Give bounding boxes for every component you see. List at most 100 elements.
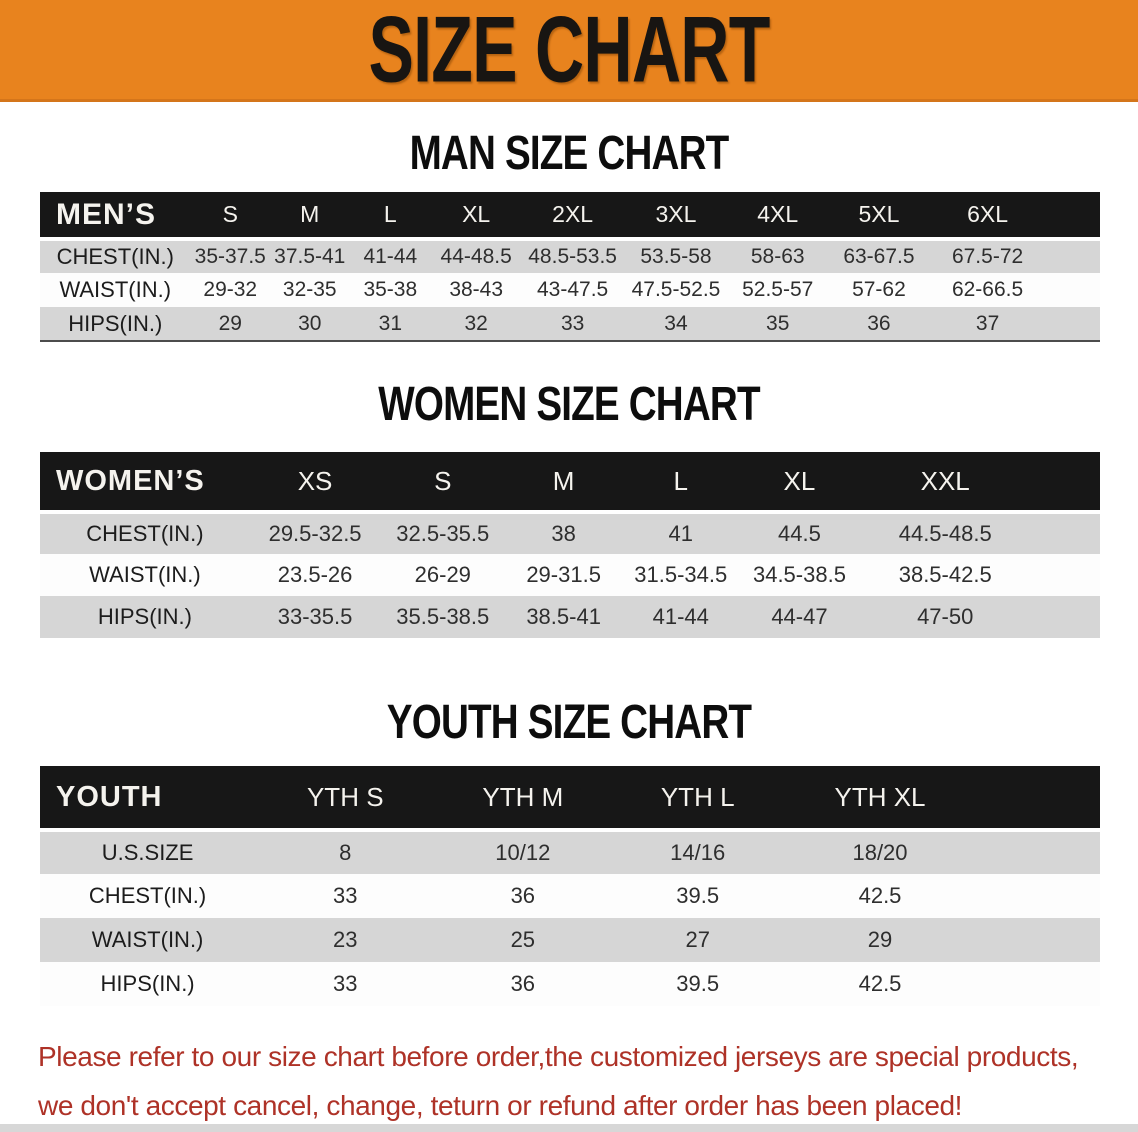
measurement-value: 42.5	[858, 971, 902, 996]
measurement-value: 41	[668, 521, 693, 546]
filler-cell	[975, 874, 1100, 918]
measurement-value: 38-43	[449, 278, 504, 301]
table-row: CHEST(IN.) 35-37.5 37.5-41 41-44 44-48.5 48.5…	[40, 239, 1100, 273]
size-column-header: YTH M	[435, 766, 611, 832]
size-column-header: XL	[431, 192, 522, 241]
table-row: U.S.SIZE 8 10/12 14/16 18/20	[40, 830, 1100, 874]
size-column-header: 4XL	[727, 192, 828, 241]
filler-cell	[1031, 512, 1100, 554]
measurement-value: 33	[333, 883, 358, 908]
youth-section-heading: YOUTH SIZE CHART	[386, 693, 752, 749]
measurement-value: 52.5-57	[742, 278, 814, 301]
measurement-value: 26-29	[414, 562, 471, 587]
measurement-value: 37.5-41	[274, 245, 346, 268]
measurement-value: 41-44	[652, 604, 709, 629]
table-row: HIPS(IN.) 33-35.5 35.5-38.5 38.5-41 41-44 44-…	[40, 596, 1100, 638]
measurement-value: 44.5-48.5	[898, 521, 992, 546]
size-column-header: XXL	[859, 452, 1032, 514]
filler-cell	[975, 830, 1100, 874]
measurement-value: 42.5	[858, 883, 902, 908]
measurement-value: 44-47	[771, 604, 828, 629]
measurement-value: 38	[551, 521, 576, 546]
size-column-header: XS	[249, 452, 381, 514]
measurement-value: 43-47.5	[537, 278, 609, 301]
measurement-value: 25	[510, 927, 536, 952]
measurement-value: 63-67.5	[843, 245, 915, 268]
measurement-label: WAIST(IN.)	[89, 562, 201, 587]
measurement-value: 47-50	[917, 604, 974, 629]
measurement-value: 36	[510, 883, 536, 908]
measurement-value: 62-66.5	[951, 278, 1024, 301]
table-row: WAIST(IN.) 23 25 27 29	[40, 918, 1100, 962]
measurement-label: HIPS(IN.)	[97, 604, 192, 629]
measurement-value: 32	[464, 311, 488, 335]
filler-cell	[1031, 596, 1100, 638]
table-row: HIPS(IN.) 33 36 39.5 42.5	[40, 962, 1100, 1006]
measurement-value: 53.5-58	[640, 245, 712, 268]
measurement-value: 36	[867, 311, 891, 335]
measurement-value: 37	[975, 311, 1000, 335]
measurement-label: WAIST(IN.)	[59, 277, 172, 302]
size-column-header: 5XL	[827, 192, 931, 241]
measurement-value: 23	[333, 927, 358, 952]
measurement-value: 31	[378, 311, 402, 335]
table-row: CHEST(IN.) 33 36 39.5 42.5	[40, 874, 1100, 918]
measurement-value: 57-62	[852, 278, 906, 301]
bottom-divider	[0, 1124, 1138, 1132]
measurement-value: 29-31.5	[526, 562, 601, 587]
size-column-header: XL	[739, 452, 860, 514]
measurement-value: 33-35.5	[277, 604, 353, 629]
measurement-value: 10/12	[495, 840, 551, 865]
title-banner: SIZE CHART	[0, 0, 1138, 102]
table-header-row: WOMEN’S XS S M L XL XXL	[40, 452, 1100, 514]
filler-cell	[975, 918, 1100, 962]
measurement-label: CHEST(IN.)	[86, 521, 204, 546]
measurement-value: 38.5-42.5	[898, 562, 992, 587]
table-group-label: MEN’S	[40, 192, 191, 241]
measurement-value: 44.5	[778, 521, 821, 546]
measurement-label: CHEST(IN.)	[56, 244, 174, 269]
youth-size-table: YOUTH YTH S YTH M YTH L YTH XL U.S.SIZE 8 10/12…	[40, 766, 1100, 1006]
measurement-label: HIPS(IN.)	[100, 971, 195, 996]
measurement-value: 47.5-52.5	[631, 278, 721, 301]
filler-cell	[1045, 273, 1100, 307]
measurement-value: 35.5-38.5	[396, 604, 490, 629]
measurement-value: 29	[218, 311, 242, 335]
filler-cell	[1045, 239, 1100, 273]
measurement-value: 48.5-53.5	[528, 245, 617, 268]
size-column-header: M	[270, 192, 350, 241]
size-column-header: 2XL	[521, 192, 625, 241]
measurement-value: 36	[510, 971, 536, 996]
measurement-value: 35	[766, 311, 790, 335]
size-column-header: YTH XL	[785, 766, 975, 832]
women-size-table-container: WOMEN’S XS S M L XL XXL CHEST(IN.) 29.5-32.5 32.5…	[0, 452, 1138, 638]
measurement-value: 58-63	[750, 245, 805, 268]
filler-cell	[1031, 554, 1100, 596]
measurement-value: 27	[685, 927, 710, 952]
size-column-header: 6XL	[930, 192, 1045, 241]
measurement-value: 29-32	[203, 278, 258, 301]
measurement-label: HIPS(IN.)	[68, 310, 163, 336]
filler-cell	[975, 962, 1100, 1006]
measurement-value: 35-37.5	[194, 245, 266, 268]
men-section-heading: MAN SIZE CHART	[409, 124, 730, 180]
size-column-header: M	[505, 452, 622, 514]
table-header-row: MEN’S S M L XL 2XL 3XL 4XL 5XL 6XL	[40, 192, 1100, 241]
women-section-heading: WOMEN SIZE CHART	[378, 375, 760, 431]
measurement-value: 29	[867, 927, 893, 952]
measurement-value: 39.5	[676, 971, 720, 996]
table-row: WAIST(IN.) 23.5-26 26-29 29-31.5 31.5-34.5 34…	[40, 554, 1100, 596]
table-row: WAIST(IN.) 29-32 32-35 35-38 38-43 43-47.5 47.…	[40, 273, 1100, 307]
measurement-value: 34	[664, 311, 688, 335]
table-row: HIPS(IN.) 29 30 31 32 33 34 35 36 37	[40, 307, 1100, 341]
size-column-header: YTH S	[255, 766, 436, 832]
measurement-value: 41-44	[363, 245, 418, 268]
page-title: SIZE CHART	[368, 0, 770, 102]
measurement-value: 39.5	[676, 883, 720, 908]
measurement-value: 29.5-32.5	[268, 521, 362, 546]
disclaimer-line-1: Please refer to our size chart before or…	[38, 1041, 1079, 1072]
size-column-header: 3XL	[624, 192, 728, 241]
measurement-value: 8	[339, 840, 352, 865]
table-header-row: YOUTH YTH S YTH M YTH L YTH XL	[40, 766, 1100, 832]
